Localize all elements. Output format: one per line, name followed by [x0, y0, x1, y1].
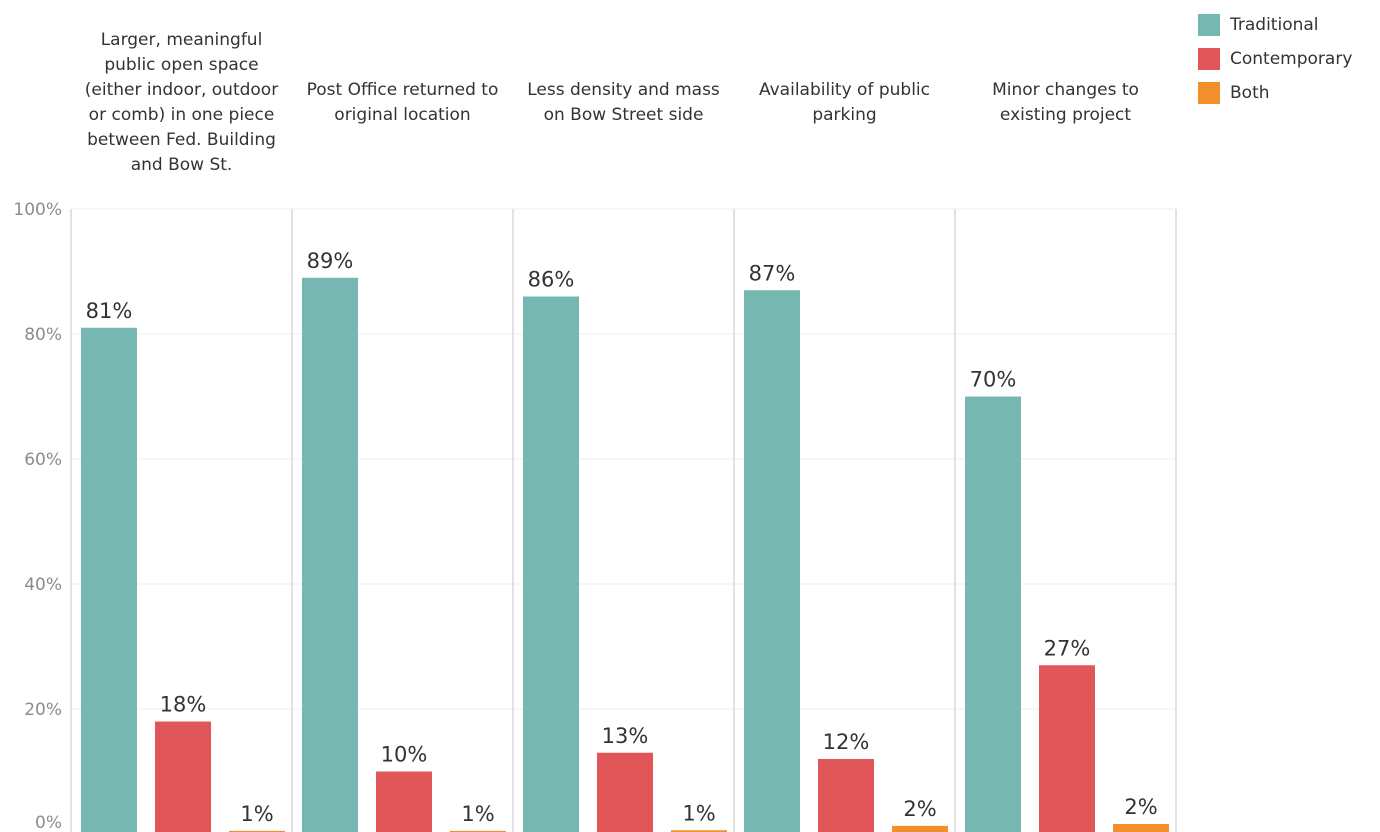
data-label: 81%: [86, 299, 133, 323]
column-header: Less density and mass on Bow Street side: [527, 79, 720, 125]
data-label: 18%: [160, 693, 207, 717]
data-label: 13%: [602, 724, 649, 748]
column-header: Minor changes to existing project: [992, 79, 1139, 125]
legend-label: Both: [1230, 83, 1270, 103]
bar: [450, 830, 506, 832]
legend-swatch: [1198, 82, 1220, 104]
bar: [1039, 665, 1095, 832]
legend-label: Traditional: [1230, 15, 1319, 35]
legend-item-contemporary[interactable]: Contemporary: [1198, 42, 1352, 76]
bar: [229, 830, 285, 832]
data-label: 70%: [970, 368, 1017, 392]
data-label: 27%: [1044, 636, 1091, 660]
y-tick-label: 20%: [24, 700, 62, 720]
bar: [523, 296, 579, 832]
bar: [1113, 824, 1169, 832]
y-tick-label: 100%: [13, 200, 62, 220]
data-label: 86%: [528, 268, 575, 292]
legend-item-both[interactable]: Both: [1198, 76, 1352, 110]
bar: [818, 759, 874, 832]
bar: [81, 327, 137, 832]
data-label: 2%: [903, 797, 936, 821]
bar: [302, 277, 358, 832]
bar: [376, 771, 432, 832]
legend-swatch: [1198, 14, 1220, 36]
legend: Traditional Contemporary Both: [1198, 8, 1352, 110]
data-label: 2%: [1124, 795, 1157, 819]
data-label: 1%: [682, 801, 715, 825]
data-label: 1%: [461, 802, 494, 826]
column-header: Post Office returned to original locatio…: [306, 79, 499, 125]
legend-label: Contemporary: [1230, 49, 1353, 69]
y-tick-label: 80%: [24, 325, 62, 345]
legend-swatch: [1198, 48, 1220, 70]
y-tick-label: 60%: [24, 450, 62, 470]
y-tick-label: 40%: [24, 575, 62, 595]
data-label: 87%: [749, 261, 796, 285]
column-header: Availability of public parking: [758, 79, 930, 125]
bar: [892, 825, 948, 832]
bar: [597, 752, 653, 832]
bar: [744, 290, 800, 832]
y-tick-label: 0%: [35, 813, 62, 832]
bar: [671, 830, 727, 832]
legend-item-traditional[interactable]: Traditional: [1198, 8, 1352, 42]
data-label: 12%: [823, 730, 870, 754]
column-header: Larger, meaningful public open space (ei…: [84, 29, 279, 175]
data-label: 89%: [307, 249, 354, 273]
bar: [155, 721, 211, 832]
data-label: 1%: [240, 802, 273, 826]
data-label: 10%: [381, 743, 428, 767]
bar: [965, 396, 1021, 832]
